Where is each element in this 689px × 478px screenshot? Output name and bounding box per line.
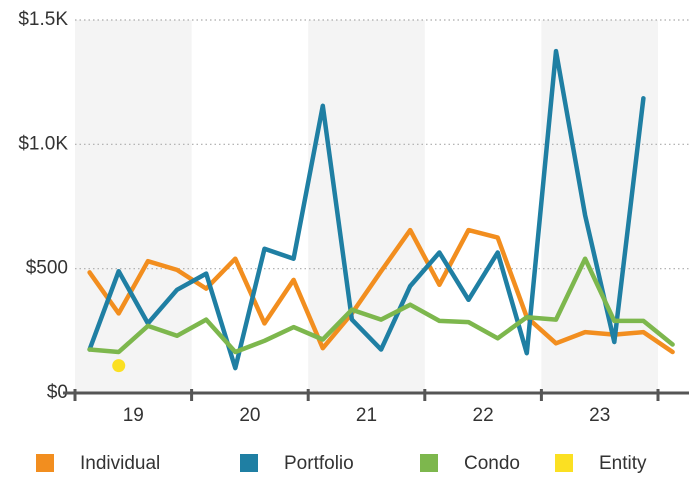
x-tick-label: 22: [473, 405, 494, 426]
x-tick-label: 19: [123, 405, 144, 426]
series-line: [87, 48, 646, 371]
series-line: [87, 256, 675, 355]
x-tick-label: 23: [589, 405, 610, 426]
series-line: [87, 227, 675, 355]
legend-label: Entity: [599, 453, 647, 474]
y-tick-label: $0: [47, 382, 68, 403]
legend-label: Portfolio: [284, 453, 354, 474]
year-band: [308, 20, 425, 393]
legend-swatch: [420, 454, 438, 472]
legend-swatch: [240, 454, 258, 472]
point: [112, 359, 126, 373]
legend-swatch: [555, 454, 573, 472]
legend-label: Individual: [80, 453, 160, 474]
y-tick-label: $1.5K: [18, 9, 68, 30]
x-tick-label: 20: [239, 405, 260, 426]
y-tick-label: $500: [26, 258, 68, 279]
legend-swatch: [36, 454, 54, 472]
legend-label: Condo: [464, 453, 520, 474]
x-tick-label: 21: [356, 405, 377, 426]
y-tick-label: $1.0K: [18, 133, 68, 154]
